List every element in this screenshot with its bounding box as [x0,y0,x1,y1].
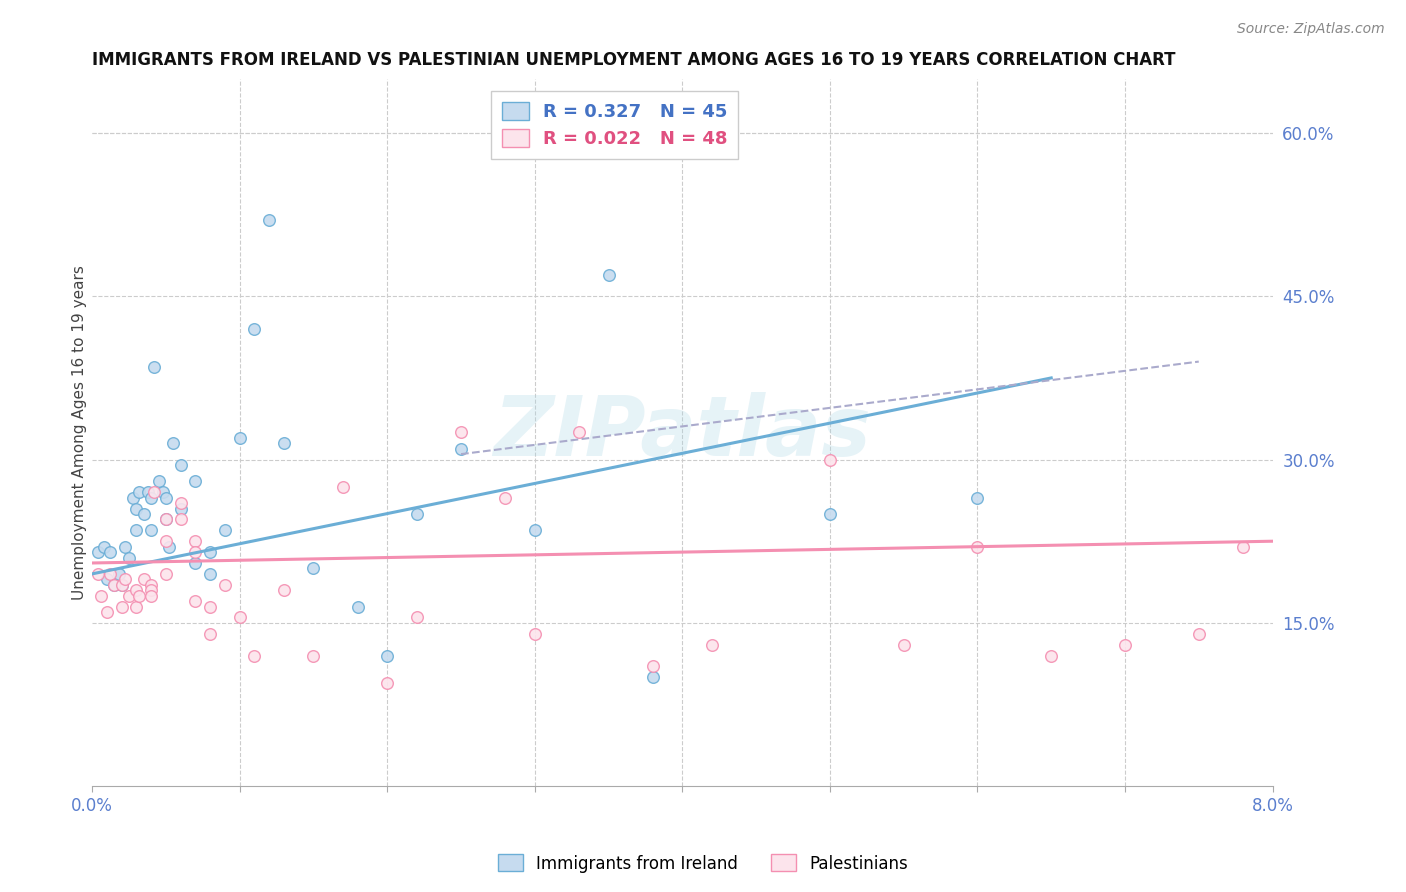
Point [87,545,110,559]
Point [257,213,280,227]
Point [157,540,180,554]
Point [405,507,427,521]
Point [103,578,125,592]
Point [118,550,141,565]
Point [111,578,134,592]
Point [141,524,163,538]
Point [122,491,145,505]
Point [132,507,155,521]
Point [162,436,184,450]
Point [141,578,163,592]
Point [494,491,516,505]
Point [111,599,134,614]
Point [136,485,159,500]
Point [184,556,207,570]
Point [87,566,110,581]
Point [214,524,236,538]
Point [966,540,988,554]
Point [214,578,236,592]
Point [243,648,266,663]
Point [302,561,325,575]
Point [141,491,163,505]
Point [143,359,166,374]
Point [332,480,354,494]
Point [568,425,591,440]
Point [375,648,398,663]
Point [1114,638,1136,652]
Point [114,540,136,554]
Point [125,524,148,538]
Point [155,512,177,526]
Point [1040,648,1063,663]
Point [155,566,177,581]
Point [700,638,723,652]
Point [96,605,118,619]
Point [228,431,250,445]
Point [818,507,841,521]
Point [184,594,207,608]
Point [200,566,222,581]
Point [200,545,222,559]
Point [148,475,170,489]
Legend: Immigrants from Ireland, Palestinians: Immigrants from Ireland, Palestinians [491,847,915,880]
Point [141,583,163,598]
Y-axis label: Unemployment Among Ages 16 to 19 years: Unemployment Among Ages 16 to 19 years [72,265,87,599]
Point [111,578,134,592]
Point [93,540,115,554]
Point [114,572,136,586]
Point [184,534,207,549]
Point [228,610,250,624]
Point [641,670,664,684]
Text: IMMIGRANTS FROM IRELAND VS PALESTINIAN UNEMPLOYMENT AMONG AGES 16 TO 19 YEARS CO: IMMIGRANTS FROM IRELAND VS PALESTINIAN U… [93,51,1175,69]
Point [170,512,193,526]
Point [170,458,193,472]
Point [966,491,988,505]
Point [523,626,546,640]
Point [450,425,472,440]
Legend: R = 0.327   N = 45, R = 0.022   N = 48: R = 0.327 N = 45, R = 0.022 N = 48 [491,91,738,159]
Point [184,545,207,559]
Point [125,501,148,516]
Point [450,442,472,456]
Point [132,572,155,586]
Point [125,599,148,614]
Point [1188,626,1211,640]
Point [170,496,193,510]
Point [302,648,325,663]
Point [641,659,664,673]
Point [155,491,177,505]
Point [184,475,207,489]
Point [98,545,121,559]
Point [141,589,163,603]
Point [598,268,620,282]
Text: Source: ZipAtlas.com: Source: ZipAtlas.com [1237,22,1385,37]
Point [103,578,125,592]
Point [155,512,177,526]
Point [118,589,141,603]
Point [1232,540,1254,554]
Point [170,501,193,516]
Point [125,583,148,598]
Point [243,322,266,336]
Point [893,638,915,652]
Point [107,566,129,581]
Point [128,589,150,603]
Text: ZIPatlas: ZIPatlas [494,392,872,473]
Point [98,566,121,581]
Point [346,599,368,614]
Point [405,610,427,624]
Point [200,599,222,614]
Point [152,485,174,500]
Point [523,524,546,538]
Point [818,452,841,467]
Point [143,485,166,500]
Point [200,626,222,640]
Point [128,485,150,500]
Point [273,436,295,450]
Point [96,572,118,586]
Point [375,675,398,690]
Point [155,534,177,549]
Point [273,583,295,598]
Point [90,589,112,603]
